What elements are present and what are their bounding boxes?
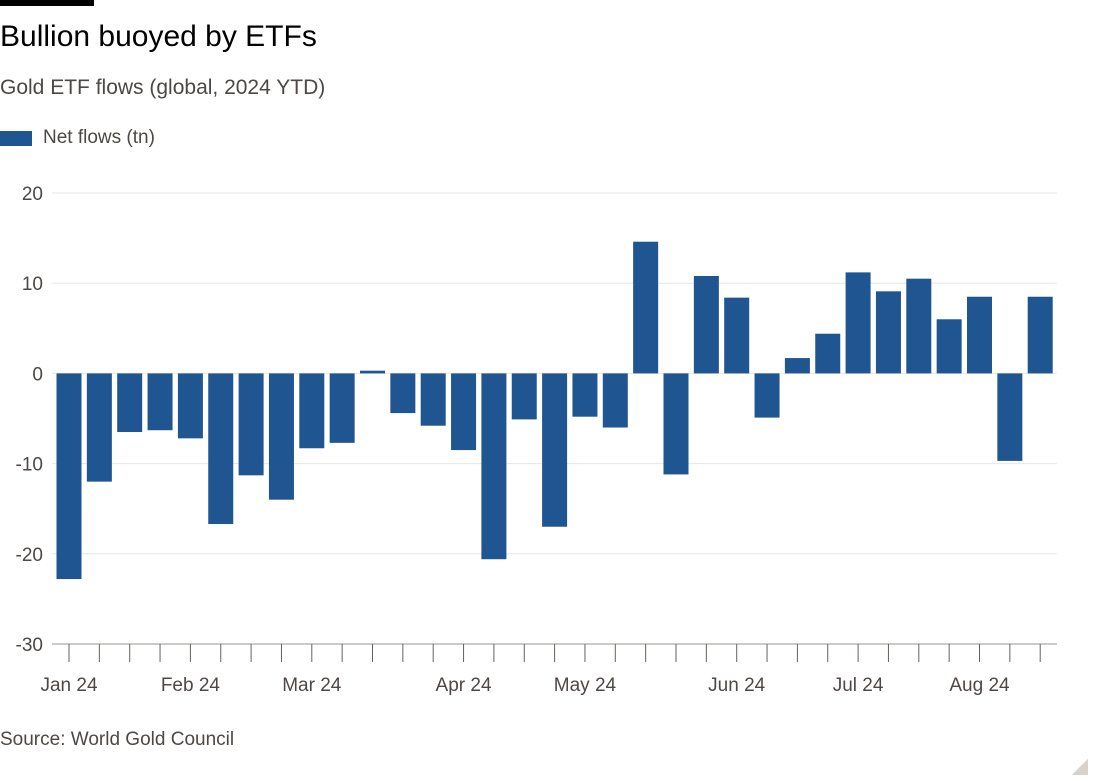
bar — [238, 373, 264, 476]
bar — [754, 373, 780, 418]
x-tick-label: Jul 24 — [833, 675, 884, 696]
y-tick-label: 10 — [22, 274, 43, 295]
bar — [542, 373, 568, 527]
chart-subtitle: Gold ETF flows (global, 2024 YTD) — [0, 76, 326, 99]
bar-chart: 20 10 0 -10 -20 -30 Jan 24 Feb 24 Mar 24 Apr 24 Ma… — [16, 184, 1057, 696]
bar — [299, 373, 325, 449]
bar — [815, 333, 841, 374]
x-tick-label: Jan 24 — [40, 675, 97, 696]
bar — [147, 373, 173, 431]
bar — [906, 278, 932, 374]
resize-handle-icon — [1072, 759, 1088, 775]
y-tick-label: -20 — [16, 545, 43, 566]
bar — [1027, 296, 1053, 374]
x-tick-label: Mar 24 — [282, 675, 342, 696]
bar — [329, 373, 355, 443]
legend-swatch — [0, 130, 32, 146]
bar — [572, 373, 598, 417]
y-tick-label: -10 — [16, 455, 43, 476]
chart-title: Bullion buoyed by ETFs — [0, 20, 317, 53]
x-tick-label: Feb 24 — [161, 675, 221, 696]
bar — [997, 373, 1023, 461]
x-tick-label: May 24 — [554, 675, 617, 696]
source-note: Source: World Gold Council — [0, 729, 235, 750]
y-tick-label: 20 — [22, 184, 43, 205]
bar — [268, 373, 294, 500]
x-tick-label: Jun 24 — [708, 675, 765, 696]
x-tick-label: Aug 24 — [949, 675, 1010, 696]
bar — [177, 373, 203, 439]
bar — [390, 373, 416, 414]
bar — [693, 275, 719, 374]
bar — [56, 373, 82, 580]
brand-bar — [0, 0, 94, 6]
bar — [481, 373, 507, 560]
bar — [784, 358, 810, 374]
legend-label: Net flows (tn) — [43, 127, 155, 148]
bar — [967, 296, 992, 374]
bar — [511, 373, 537, 420]
bar — [420, 373, 446, 426]
bar — [360, 370, 385, 374]
y-tick-label: 0 — [32, 364, 43, 385]
bar — [663, 373, 689, 475]
bar — [875, 291, 901, 374]
bar — [86, 373, 112, 482]
x-tick-label: Apr 24 — [436, 675, 492, 696]
bar — [117, 373, 143, 433]
bar — [451, 373, 477, 451]
bar — [936, 319, 962, 374]
bar — [845, 272, 871, 374]
legend: Net flows (tn) — [0, 126, 155, 150]
bar — [208, 373, 234, 525]
y-tick-label: -30 — [16, 635, 43, 656]
bar — [602, 373, 628, 428]
bar — [724, 297, 750, 374]
bar — [633, 241, 659, 374]
